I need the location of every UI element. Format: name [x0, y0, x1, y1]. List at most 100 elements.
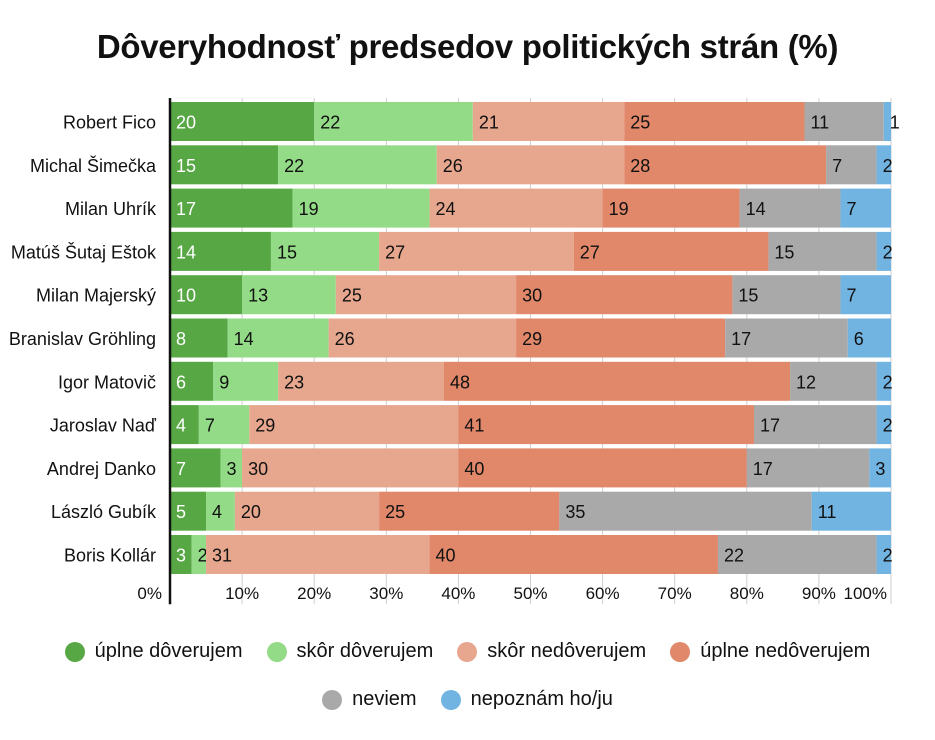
bar-segment — [472, 102, 625, 141]
bar-value-label: 24 — [436, 199, 456, 219]
bar-segment — [746, 448, 870, 488]
legend-item: úplne nedôverujem — [670, 640, 870, 663]
bar-segment — [328, 318, 517, 358]
x-tick-label: 10% — [225, 584, 259, 603]
legend-label: úplne nedôverujem — [700, 640, 871, 662]
legend-swatch — [322, 689, 343, 710]
legend-label: úplne dôverujem — [94, 640, 243, 662]
bar-value-label: 22 — [724, 546, 744, 566]
legend-swatch — [440, 689, 461, 710]
legend-swatch — [457, 641, 478, 662]
bar-value-label: 27 — [385, 242, 405, 262]
bar-value-label: 9 — [219, 372, 229, 392]
bar-value-label: 2 — [198, 546, 208, 566]
bar-value-label: 20 — [241, 502, 261, 522]
bar-value-label: 2 — [883, 156, 893, 176]
bar-segment — [602, 188, 740, 228]
category-labels: Robert Fico Michal Šimečka Milan Uhrík Matú… — [9, 113, 157, 566]
bar-value-label: 2 — [883, 416, 893, 436]
bar-segment — [278, 361, 444, 401]
bar-segment — [768, 231, 877, 271]
bar-value-label: 7 — [847, 286, 857, 306]
bar-value-label: 19 — [609, 199, 629, 219]
bar-value-label: 20 — [176, 113, 196, 133]
bar-value-label: 35 — [565, 502, 585, 522]
bar-segment — [234, 491, 380, 531]
bar-value-label: 26 — [335, 329, 355, 349]
category-label: Jaroslav Naď — [50, 416, 157, 436]
bar-value-label: 40 — [464, 459, 484, 479]
bar-value-label: 25 — [630, 113, 650, 133]
bar-segment — [242, 275, 336, 315]
x-tick-label: 100% — [844, 584, 887, 603]
bar-segment — [573, 231, 769, 271]
bar-segment — [170, 231, 271, 271]
bar-segment — [429, 535, 718, 574]
bar-value-label: 10 — [176, 286, 196, 306]
bar-segment — [170, 535, 192, 574]
bar-value-label: 5 — [176, 502, 186, 522]
legend-row-2: neviem nepoznám ho/ju — [0, 688, 935, 711]
x-tick-label: 0% — [137, 584, 162, 603]
bar-value-label: 25 — [342, 286, 362, 306]
bar-value-label: 6 — [854, 329, 864, 349]
category-label: Michal Šimečka — [30, 155, 157, 176]
bar-value-label: 11 — [818, 502, 837, 522]
bar-segment — [170, 448, 221, 488]
bar-segment — [876, 535, 891, 574]
legend-swatch — [266, 641, 287, 662]
bar-segment — [191, 535, 207, 574]
legend-label: skôr dôverujem — [296, 640, 434, 662]
bar-value-label: 14 — [746, 199, 766, 219]
bar-segment — [624, 102, 805, 141]
bar-value-label: 15 — [277, 242, 297, 262]
bars: 20 22 21 25 11 115 22 26 28 7 217 19 24 19 14 714 15 27 27… — [170, 102, 900, 574]
bar-segment — [220, 448, 243, 488]
bar-value-label: 2 — [883, 242, 893, 262]
bar-segment — [170, 318, 228, 358]
bar-value-label: 4 — [212, 502, 222, 522]
bar-segment — [876, 361, 891, 401]
bar-value-label: 11 — [810, 113, 829, 133]
bar-segment — [379, 231, 574, 271]
bar-value-label: 26 — [443, 156, 463, 176]
bar-segment — [227, 318, 329, 358]
bar-segment — [429, 188, 603, 228]
chart-title: Dôveryhodnosť predsedov politických strá… — [96, 28, 839, 65]
bar-value-label: 29 — [255, 416, 275, 436]
x-tick-label: 40% — [441, 584, 475, 603]
legend-swatch — [64, 641, 85, 662]
category-label: Milan Majerský — [36, 286, 156, 306]
bar-segment — [278, 145, 437, 185]
legend-item: neviem — [322, 688, 417, 711]
x-tick-label: 60% — [586, 584, 620, 603]
bar-segment — [754, 405, 877, 445]
bar-segment — [170, 188, 293, 228]
x-tick-label: 80% — [730, 584, 764, 603]
bar-segment — [876, 145, 891, 185]
bar-value-label: 41 — [464, 416, 484, 436]
bar-segment — [883, 102, 891, 141]
bar-segment — [170, 102, 315, 141]
bar-value-label: 14 — [176, 242, 196, 262]
bar-value-label: 27 — [580, 242, 600, 262]
bar-value-label: 4 — [176, 416, 186, 436]
bar-segment — [170, 405, 199, 445]
bar-segment — [314, 102, 473, 141]
category-label: Boris Kollár — [64, 546, 156, 566]
bar-value-label: 29 — [522, 329, 542, 349]
bar-segment — [198, 405, 250, 445]
bar-segment — [170, 275, 243, 315]
bar-value-label: 23 — [284, 372, 304, 392]
legend-label: nepoznám ho/ju — [470, 688, 613, 710]
bar-segment — [458, 448, 747, 488]
bar-segment — [869, 448, 891, 488]
bar-value-label: 25 — [385, 502, 405, 522]
category-label: Igor Matovič — [58, 372, 156, 392]
bar-value-label: 17 — [753, 459, 773, 479]
bar-segment — [624, 145, 827, 185]
bar-value-label: 17 — [731, 329, 751, 349]
bar-value-label: 28 — [630, 156, 650, 176]
bar-value-label: 22 — [320, 113, 340, 133]
bar-segment — [170, 491, 207, 531]
